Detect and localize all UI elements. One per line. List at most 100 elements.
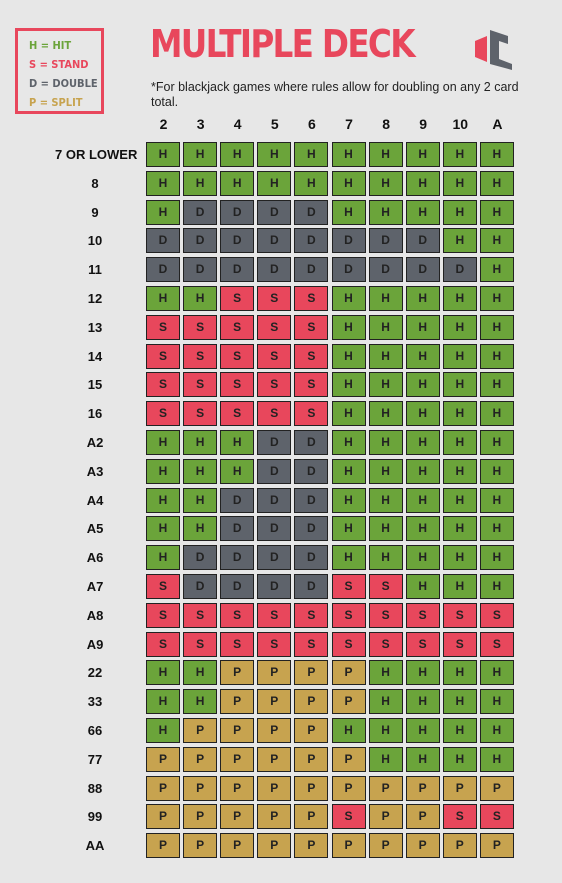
strategy-cell: P bbox=[331, 775, 366, 801]
strategy-cell: D bbox=[183, 228, 218, 254]
strategy-cell: H bbox=[368, 545, 403, 571]
strategy-cell: H bbox=[220, 142, 255, 167]
strategy-cell: P bbox=[331, 660, 366, 686]
strategy-cell: D bbox=[257, 430, 292, 455]
strategy-cell: S bbox=[183, 401, 218, 427]
strategy-cell: P bbox=[294, 718, 329, 743]
column-header: 8 bbox=[382, 116, 390, 132]
strategy-cell: D bbox=[183, 257, 218, 283]
strategy-cell: H bbox=[220, 430, 255, 455]
column-header: 2 bbox=[159, 116, 168, 132]
strategy-cell: H bbox=[146, 545, 180, 571]
row-label: 15 bbox=[87, 377, 103, 393]
strategy-cell: H bbox=[183, 286, 218, 311]
strategy-cell: H bbox=[146, 718, 180, 743]
strategy-cell: D bbox=[368, 228, 403, 254]
strategy-cell: H bbox=[479, 746, 514, 772]
strategy-cell: S bbox=[257, 343, 292, 369]
strategy-cell: H bbox=[479, 314, 514, 340]
strategy-cell: H bbox=[183, 458, 218, 484]
strategy-cell: S bbox=[220, 286, 255, 311]
strategy-cell: P bbox=[220, 660, 255, 686]
strategy-cell: H bbox=[479, 257, 514, 283]
strategy-cell: H bbox=[146, 689, 180, 715]
footnote: *For blackjack games where rules allow f… bbox=[151, 80, 519, 109]
strategy-cell: S bbox=[294, 286, 329, 311]
strategy-cell: S bbox=[257, 372, 292, 398]
strategy-cell: H bbox=[442, 487, 477, 513]
strategy-cell: D bbox=[405, 257, 440, 283]
strategy-cell: D bbox=[183, 574, 218, 599]
strategy-cell: H bbox=[183, 487, 218, 513]
page-title: MULTIPLE DECK bbox=[150, 22, 416, 66]
strategy-cell: S bbox=[442, 602, 477, 628]
strategy-cell: S bbox=[220, 314, 255, 340]
strategy-cell: H bbox=[405, 430, 440, 455]
strategy-cell: D bbox=[146, 257, 180, 283]
row-label: 14 bbox=[87, 348, 103, 364]
column-header: 10 bbox=[452, 116, 469, 132]
strategy-cell: S bbox=[405, 602, 440, 628]
row-label: 99 bbox=[87, 809, 103, 825]
strategy-cell: P bbox=[442, 775, 477, 801]
strategy-cell: H bbox=[442, 228, 477, 254]
row-label: 7 OR LOWER bbox=[55, 147, 138, 162]
strategy-cell: H bbox=[368, 430, 403, 455]
strategy-cell: H bbox=[405, 314, 440, 340]
strategy-cell: H bbox=[442, 574, 477, 599]
strategy-cell: H bbox=[331, 516, 366, 542]
strategy-cell: S bbox=[294, 372, 329, 398]
strategy-cell: H bbox=[331, 142, 366, 167]
strategy-cell: S bbox=[405, 631, 440, 657]
strategy-cell: P bbox=[220, 746, 255, 772]
strategy-cell: D bbox=[220, 199, 255, 225]
row-label: A4 bbox=[86, 492, 104, 508]
strategy-cell: S bbox=[183, 631, 218, 657]
strategy-cell: H bbox=[405, 170, 440, 196]
row-label: A3 bbox=[86, 463, 104, 479]
strategy-cell: S bbox=[442, 631, 477, 657]
strategy-cell: H bbox=[479, 545, 514, 571]
strategy-cell: D bbox=[220, 516, 255, 542]
row-label: 9 bbox=[91, 204, 99, 220]
strategy-cell: P bbox=[220, 833, 255, 859]
strategy-cell: H bbox=[331, 199, 366, 225]
strategy-cell: P bbox=[257, 775, 292, 801]
strategy-cell: H bbox=[442, 458, 477, 484]
strategy-cell: H bbox=[405, 746, 440, 772]
strategy-cell: P bbox=[220, 689, 255, 715]
strategy-cell: H bbox=[405, 487, 440, 513]
strategy-cell: S bbox=[257, 286, 292, 311]
row-label: 10 bbox=[87, 233, 103, 249]
strategy-cell: P bbox=[220, 775, 255, 801]
strategy-cell: D bbox=[294, 545, 329, 571]
strategy-cell: S bbox=[146, 343, 180, 369]
strategy-cell: H bbox=[368, 286, 403, 311]
strategy-cell: H bbox=[368, 718, 403, 743]
strategy-cell: D bbox=[220, 545, 255, 571]
strategy-cell: P bbox=[183, 775, 218, 801]
strategy-cell: S bbox=[331, 602, 366, 628]
strategy-cell: P bbox=[183, 718, 218, 743]
strategy-cell: H bbox=[442, 689, 477, 715]
strategy-cell: P bbox=[294, 833, 329, 859]
strategy-cell: H bbox=[479, 170, 514, 196]
strategy-cell: H bbox=[368, 170, 403, 196]
strategy-cell: S bbox=[220, 631, 255, 657]
row-label: A9 bbox=[86, 636, 104, 652]
strategy-cell: H bbox=[257, 142, 292, 167]
strategy-cell: S bbox=[183, 372, 218, 398]
column-header: 4 bbox=[233, 116, 242, 132]
strategy-cell: P bbox=[368, 804, 403, 830]
strategy-cell: P bbox=[146, 833, 180, 859]
row-label: 66 bbox=[87, 723, 103, 738]
strategy-cell: D bbox=[220, 257, 255, 283]
strategy-cell: S bbox=[257, 631, 292, 657]
strategy-cell: P bbox=[405, 804, 440, 830]
strategy-cell: H bbox=[368, 142, 403, 167]
strategy-cell: P bbox=[183, 833, 218, 859]
column-header: 7 bbox=[345, 116, 353, 132]
strategy-cell: H bbox=[294, 142, 329, 167]
strategy-cell: H bbox=[405, 401, 440, 427]
strategy-cell: S bbox=[146, 574, 180, 599]
